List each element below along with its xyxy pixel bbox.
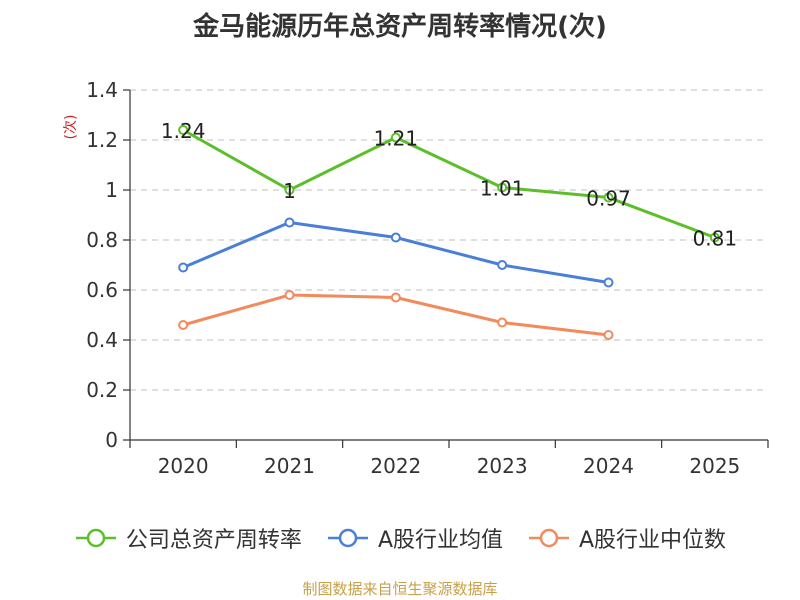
data-label: 1: [283, 179, 296, 203]
data-point: [603, 192, 614, 203]
y-tick-label: 0.6: [86, 278, 118, 302]
y-tick-label: 0.4: [86, 328, 118, 352]
x-tick-label: 2023: [477, 454, 528, 478]
data-label: 0.97: [586, 187, 631, 211]
legend-marker-industry-median: [529, 528, 569, 548]
legend-circle-industry-median: [539, 528, 559, 548]
x-tick-label: 2020: [158, 454, 209, 478]
legend-label-industry-mean: A股行业均值: [377, 528, 503, 553]
legend-circle-company: [86, 528, 106, 548]
legend-item-industry-mean[interactable]: A股行业均值: [326, 522, 503, 554]
data-point: [284, 217, 295, 228]
data-point: [284, 290, 295, 300]
data-label: 1.24: [161, 119, 206, 143]
legend-label-company: 公司总资产周转率: [125, 528, 302, 553]
series-line-0: [181, 128, 717, 239]
data-point: [603, 277, 614, 288]
legend-item-industry-median[interactable]: A股行业中位数: [527, 522, 726, 554]
data-label: 1.21: [374, 127, 419, 151]
data-point: [284, 185, 295, 195]
y-tick-label: 0.2: [86, 378, 118, 402]
data-point: [497, 317, 508, 328]
data-point: [178, 125, 189, 135]
legend-marker-company: [75, 528, 116, 548]
legend-circle-industry-mean: [338, 528, 358, 548]
data-label: 1.01: [480, 177, 525, 201]
data-point: [497, 182, 508, 193]
data-label: 0.81: [693, 227, 738, 251]
legend-label-industry-median: A股行业中位数: [579, 528, 727, 553]
x-tick-label: 2024: [583, 454, 634, 478]
x-tick-label: 2025: [689, 454, 740, 478]
y-tick-label: 1.2: [86, 128, 118, 152]
data-point: [390, 232, 401, 243]
y-axis-label: (次): [63, 115, 79, 140]
legend-marker-industry-mean: [327, 528, 368, 548]
data-point: [497, 260, 508, 270]
data-point: [390, 292, 401, 303]
data-point: [709, 232, 720, 243]
series-line-1: [181, 221, 610, 284]
legend-item-company[interactable]: 公司总资产周转率: [74, 522, 302, 554]
y-tick-label: 0: [105, 428, 118, 452]
y-tick-label: 1.4: [86, 78, 118, 102]
y-tick-label: 1: [105, 178, 118, 202]
source-note: 制图数据来自恒生聚源数据库: [302, 580, 498, 598]
data-point: [178, 320, 189, 330]
chart-title: 金马能源历年总资产周转率情况(次): [193, 12, 607, 42]
data-point: [390, 132, 401, 143]
x-tick-label: 2021: [264, 454, 315, 478]
x-tick-label: 2022: [370, 454, 421, 478]
chart-legend: 公司总资产周转率 A股行业均值 A股行业中位数: [0, 520, 800, 556]
y-tick-label: 0.8: [86, 228, 118, 252]
data-point: [178, 262, 189, 273]
data-point: [603, 330, 614, 340]
